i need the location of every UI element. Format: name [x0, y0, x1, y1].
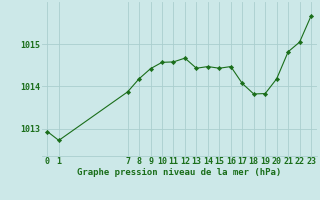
- X-axis label: Graphe pression niveau de la mer (hPa): Graphe pression niveau de la mer (hPa): [77, 168, 281, 177]
